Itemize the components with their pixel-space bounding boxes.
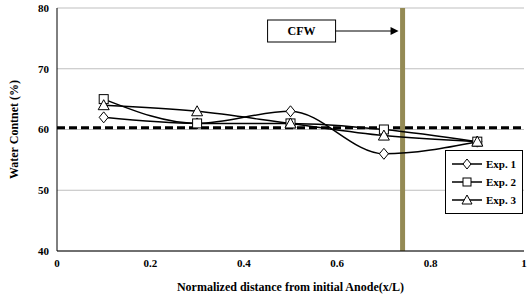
svg-text:0.4: 0.4: [237, 257, 251, 269]
svg-text:70: 70: [38, 63, 50, 75]
svg-text:Water Contnet (%): Water Contnet (%): [8, 80, 21, 179]
html-text:Exp. 3: Exp. 3: [486, 194, 516, 206]
svg-text:CFW: CFW: [288, 24, 316, 38]
svg-text:0.8: 0.8: [424, 257, 438, 269]
html-text:Exp. 2: Exp. 2: [486, 176, 516, 188]
svg-text:0.2: 0.2: [144, 257, 158, 269]
svg-text:40: 40: [38, 245, 50, 257]
svg-text:80: 80: [38, 2, 50, 14]
svg-text:1: 1: [521, 257, 523, 269]
svg-text:0.6: 0.6: [330, 257, 344, 269]
svg-text:Normalized distance from initi: Normalized distance from initial Anode(x…: [177, 280, 404, 294]
svg-text:0: 0: [54, 257, 60, 269]
svg-text:60: 60: [38, 123, 50, 135]
svg-text:50: 50: [38, 184, 50, 196]
html-text:Exp. 1: Exp. 1: [486, 158, 516, 170]
